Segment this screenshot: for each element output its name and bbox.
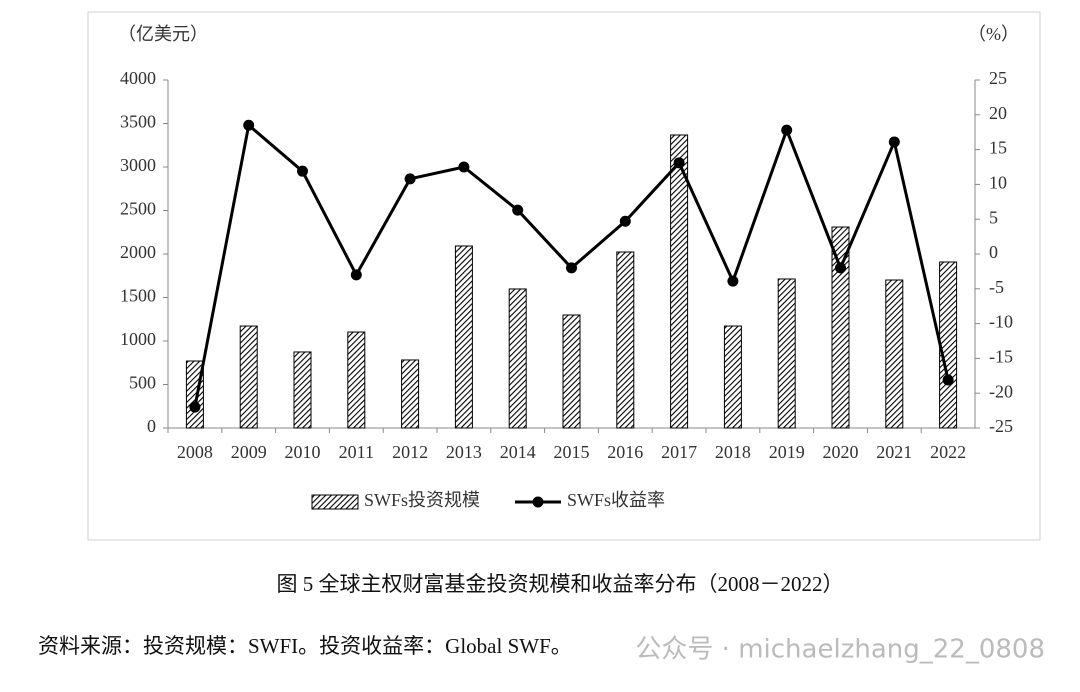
point [458,161,470,173]
bar [777,278,796,429]
y2-tick-label: 10 [989,173,1007,193]
bar [347,331,366,429]
x-tick-label: 2021 [876,442,912,462]
x-tick-label: 2012 [392,442,428,462]
x-tick-label: 2016 [607,442,643,462]
y2-tick-label: 25 [989,68,1007,88]
point [727,275,739,287]
y2-tick-label: -10 [989,312,1013,332]
y-tick-label: 3000 [120,155,156,175]
legend-swatch [311,494,359,510]
x-tick-label: 2008 [177,442,213,462]
y-tick-label: 2000 [120,242,156,262]
x-tick-label: 2011 [339,442,374,462]
y2-tick-label: -25 [989,416,1013,436]
bar [885,279,904,429]
point [189,401,201,413]
y-axis-label: （亿美元） [118,24,208,44]
point [619,215,631,227]
point [350,269,362,281]
point [243,119,255,131]
point [835,262,846,274]
y2-axis-label: （%） [968,24,1019,44]
x-tick-label: 2013 [446,442,482,462]
y2-tick-label: -20 [989,381,1013,401]
bar [239,325,258,429]
x-tick-label: 2010 [285,442,321,462]
source-note: 资料来源：投资规模：SWFI。投资收益率：Global SWF。 [38,634,572,658]
point [942,374,954,386]
bar [616,251,635,429]
y-tick-label: 0 [147,416,156,436]
y2-tick-label: 15 [989,138,1007,158]
bar [454,245,473,429]
y-tick-label: 1500 [120,286,156,306]
bar [508,288,527,429]
x-tick-label: 2015 [554,442,590,462]
legend-label: SWFs投资规模 [364,490,480,510]
y-tick-label: 1000 [120,329,156,349]
point [297,165,308,177]
y-tick-label: 2500 [120,199,156,219]
x-tick-label: 2018 [715,442,751,462]
x-tick-label: 2019 [769,442,805,462]
bar [293,351,312,429]
point [512,204,524,216]
chart-frame [87,11,1041,541]
legend-marker [532,496,544,508]
bar [939,261,958,429]
y-tick-label: 500 [129,373,156,393]
y2-tick-label: 5 [989,207,998,227]
bar [562,314,581,429]
x-tick-label: 2014 [500,442,536,462]
x-tick-label: 2022 [930,442,966,462]
bar [831,226,850,429]
point [888,136,900,148]
y2-tick-label: -5 [989,277,1004,297]
x-tick-label: 2009 [231,442,267,462]
bar [670,134,689,429]
y-tick-label: 4000 [120,68,156,88]
point [673,157,685,169]
caption: 图 5 全球主权财富基金投资规模和收益率分布（2008－2022） [277,572,844,596]
bar [723,325,742,429]
y-tick-label: 3500 [120,112,156,132]
point [781,124,793,136]
point [566,262,577,274]
bar [401,359,420,429]
point [404,173,416,185]
y2-tick-label: -15 [989,347,1013,367]
watermark: 公众号 · michaelzhang_22_0808 [635,635,1045,665]
legend-label: SWFs收益率 [567,490,665,510]
y2-tick-label: 20 [989,103,1007,123]
x-tick-label: 2017 [661,442,697,462]
y2-tick-label: 0 [989,242,998,262]
x-tick-label: 2020 [823,442,859,462]
